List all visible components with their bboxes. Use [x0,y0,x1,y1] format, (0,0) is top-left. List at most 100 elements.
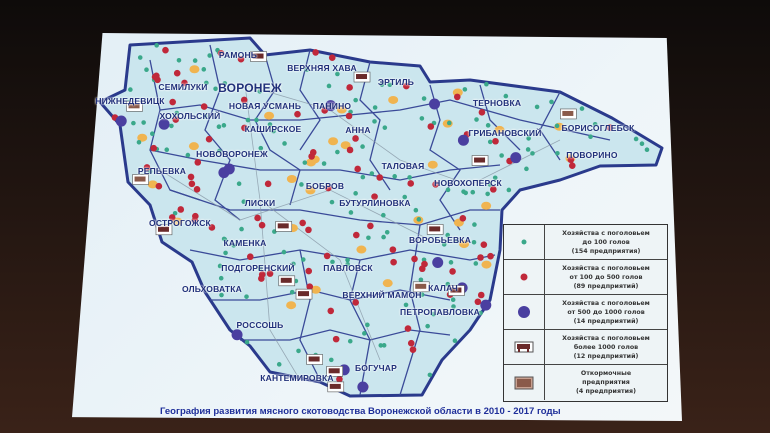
medium-farm-dot [477,291,485,299]
large-farm-dot [457,134,469,146]
district-label: ОСТРОГОЖСК [149,218,211,228]
medium-farm-dot [177,206,185,213]
small-farm-dot [360,144,365,149]
small-farm-dot [207,53,212,58]
small-farm-dot [445,232,451,238]
medium-farm-dot [427,123,435,130]
small-farm-dot [372,105,378,110]
small-farm-dot [445,187,451,193]
legend-text: Хозяйства с поголовьем от 500 до 1000 гол… [545,295,667,329]
small-farm-dot [150,131,155,136]
medium-farm-dot [474,298,482,306]
cow-icon [471,155,489,166]
district-label: ПОВОРИНО [566,150,618,160]
cow-icon [326,366,343,377]
medium-farm-dot [150,144,157,152]
city-marker [188,142,199,151]
medium-farm-dot [217,50,225,57]
district-label: КАМЕНКА [223,238,267,248]
medium-farm-dot [353,231,360,239]
district-label: БУТУРЛИНОВКА [339,198,411,208]
feedlot-icon [126,101,143,112]
district-label: ПОДГОРЕНСКИЙ [221,263,295,273]
small-farm-dot [366,235,371,241]
district-label: СЕМИЛУКИ [158,82,208,92]
small-farm-dot [413,207,419,213]
small-farm-dot [221,236,227,242]
medium-farm-dot [162,46,169,54]
legend-line: Хозяйства с поголовьем [562,334,650,342]
medium-farm-dot [308,153,315,160]
small-farm-dot [174,110,180,116]
small-farm-dot [524,166,529,172]
small-farm-dot [128,87,133,92]
medium-farm-dot [328,54,336,61]
medium-farm-dot [258,221,266,229]
small-farm-dot [231,243,236,248]
small-farm-dot [239,226,244,232]
medium-farm-dot [188,180,196,188]
small-farm-dot [382,125,388,130]
medium-farm-dot [264,180,272,188]
medium-dot-icon [504,260,545,294]
medium-farm-dot [346,84,353,91]
medium-farm-dot [336,375,343,383]
small-farm-dot [452,338,458,344]
cow-icon [278,275,296,287]
medium-farm-dot [305,267,313,275]
small-farm-dot [384,229,390,235]
medium-farm-dot [312,49,319,56]
medium-farm-dot [407,180,415,187]
small-farm-dot [450,297,456,303]
district-label: НОВАЯ УСМАНЬ [228,101,302,111]
small-farm-dot [484,81,489,87]
district-label: ГРИБАНОВСКИЙ [468,128,542,138]
small-farm-dot [472,222,477,227]
medium-farm-dot [409,346,417,353]
small-farm-dot [353,191,358,196]
district-label: ХОХОЛЬСКИЙ [159,111,221,121]
small-farm-dot [172,210,178,216]
medium-farm-dot [194,159,202,166]
small-farm-dot [299,182,304,187]
small-farm-dot [407,175,412,180]
legend-line: от 500 до 1000 голов [567,308,645,316]
small-farm-dot [530,151,535,156]
small-farm-dot [144,67,149,73]
small-farm-dot [201,67,207,72]
small-farm-dot [136,139,142,145]
small-farm-dot [137,55,143,60]
large-dot-icon [504,295,545,329]
medium-farm-dot [490,186,497,193]
district-label: РОССОШЬ [236,320,284,330]
legend-count: (4 предприятия) [576,388,636,395]
medium-farm-dot [390,258,397,266]
city-marker [427,160,438,169]
medium-farm-dot [240,96,248,104]
small-farm-dot [492,175,498,181]
medium-farm-dot [266,270,274,277]
medium-farm-dot [200,103,208,110]
legend: Хозяйства с поголовьем до 100 голов (154 п… [503,224,668,402]
medium-farm-dot [172,116,180,123]
district-label: КАЛАЧ [428,283,458,293]
legend-count: (12 предприятий) [573,352,639,360]
small-farm-dot [241,199,247,205]
small-farm-dot [328,357,334,363]
large-farm-dot [432,256,444,268]
small-farm-dot [446,120,452,126]
small-farm-dot [554,123,560,129]
small-farm-dot [365,322,370,328]
small-farm-dot [525,147,531,152]
small-farm-dot [416,217,422,222]
small-farm-dot [474,117,479,122]
small-farm-dot [202,113,208,119]
legend-row: Хозяйства с поголовьем более 1000 голов (1… [504,330,667,365]
district-label: БОГУЧАР [354,363,398,373]
small-farm-dot [222,81,228,86]
small-farm-dot [245,117,251,123]
small-farm-dot [216,124,222,130]
district-label: РЕПЬЕВКА [137,166,187,176]
legend-line: Хозяйства с поголовьем [562,264,650,272]
